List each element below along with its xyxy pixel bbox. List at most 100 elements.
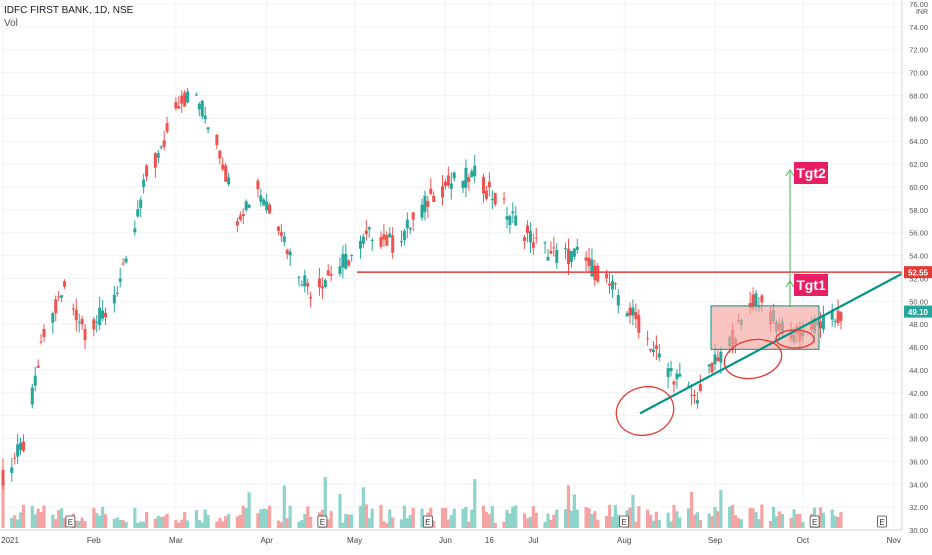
volume-bar [549,519,553,528]
volume-bar [420,508,424,528]
candle-body [297,276,301,278]
volume-bar [83,521,87,528]
candle [625,310,629,317]
volume-bar [792,509,796,528]
candle [235,217,239,233]
volume-bar [51,514,55,528]
candle [347,258,351,268]
price-axis-labels: 76.00 74.00 72.00 70.00 68.00 66.00 64.00 62.00… [909,0,928,535]
candle-body [490,199,494,201]
volume-bar [350,514,354,528]
candle [241,208,245,224]
candle [692,389,696,405]
candle-body [347,260,351,266]
time-tick-label: Nov [887,536,901,545]
volume-bar [121,520,125,528]
target-arrow-head [785,280,795,288]
candle [408,227,412,234]
volume-bar [77,521,81,528]
candle-body [443,181,447,187]
volume-bar [33,514,37,528]
volume-bar [777,511,782,528]
candle-body [285,249,289,255]
grid-lines [0,0,902,531]
time-tick-label: 2021 [1,536,19,545]
candle [651,341,655,357]
volume-bar [449,514,453,528]
volume-bar [385,523,389,528]
candle [338,257,342,277]
candle-body [33,375,37,386]
candle-body [649,348,653,351]
candle [13,452,17,465]
candle-body [317,278,321,288]
volume-bar [569,510,574,528]
volume-bar [268,505,272,528]
candle-body [564,248,568,250]
candle [142,173,146,194]
price-tick-label: 56.00 [909,229,928,238]
resistance-price-badge: 52.55 [904,266,932,279]
candle [206,127,210,134]
candle-body [218,150,222,159]
volume-bar [687,508,691,528]
price-tick-label: 48.00 [909,320,928,329]
candle [341,245,345,279]
candle [610,274,614,298]
volume-bar [833,515,837,528]
candle-body [692,394,696,396]
volume-bar [388,509,392,528]
volume-bar [566,485,571,528]
candle-body [180,95,184,104]
candle-body [446,175,450,186]
earnings-marker-label: E [621,518,626,527]
volume-bar [206,515,210,528]
candle [92,316,96,337]
volume-bar [80,517,84,528]
candle-body [177,106,181,109]
candle-body [552,247,556,249]
earnings-marker-label: E [879,518,884,527]
candle-body [657,353,661,358]
price-tick-label: 36.00 [909,457,928,466]
volume-bar [648,514,653,528]
time-tick-label: Mar [169,536,183,545]
candle-body [341,254,345,268]
candle-body [836,310,840,324]
candle [262,197,266,207]
volume-bar [203,509,207,528]
candle [36,359,40,368]
volume-bar [265,509,269,528]
candle [370,238,374,251]
candle-body [203,115,207,120]
candle-body [259,195,263,202]
candle-body [63,281,67,287]
volume-bar [490,506,494,528]
volume-bar [771,506,776,528]
candle [317,267,321,296]
candle-body [751,294,755,309]
volume-bar [534,512,538,528]
candle-body [666,368,670,377]
candle [80,315,84,330]
candle-body [391,235,395,253]
candle-series [1,87,843,490]
candle [575,238,579,254]
volume-bar [719,489,723,528]
candle [675,369,679,389]
volume-bar [584,506,588,528]
volume-bar [165,513,169,528]
time-axis-bg [0,530,902,550]
volume-bar [382,521,386,528]
candle [288,248,292,267]
resistance-price-badge-bg [904,266,932,279]
candle [549,241,553,255]
volume-bar [10,517,14,528]
candle-body [241,214,245,217]
candle [361,233,365,248]
candle-body [221,164,225,170]
candle [821,305,825,334]
volume-bar [238,514,242,528]
target-badge-tgt1: Tgt1 [794,274,828,296]
